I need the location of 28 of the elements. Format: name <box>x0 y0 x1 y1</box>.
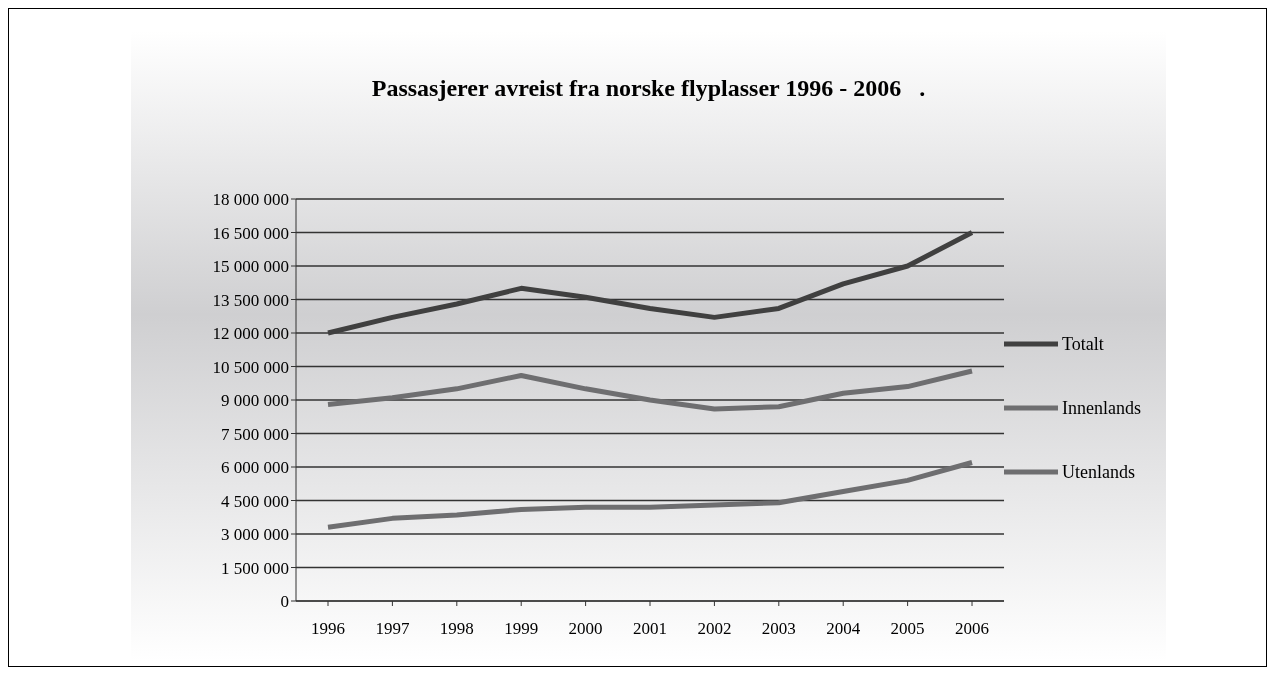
legend-label: Utenlands <box>1062 461 1135 483</box>
y-tick-label: 12 000 000 <box>212 324 289 344</box>
x-tick-label: 1998 <box>439 619 474 639</box>
chart-title: Passasjerer avreist fra norske flyplasser 1996 - 2006 . <box>370 75 927 102</box>
y-tick-label: 6 000 000 <box>221 458 289 478</box>
x-tick-label: 2001 <box>633 619 668 639</box>
x-tick-label: 1996 <box>311 619 345 639</box>
y-tick-label: 7 500 000 <box>221 424 289 444</box>
x-tick-label: 2005 <box>890 619 925 639</box>
y-tick-label: 4 500 000 <box>221 491 289 511</box>
legend-label: Innenlands <box>1062 397 1141 419</box>
y-tick-label: 16 500 000 <box>212 223 289 243</box>
x-tick-label: 2004 <box>826 619 861 639</box>
x-tick-label: 1999 <box>504 619 539 639</box>
y-tick-label: 3 000 000 <box>221 525 289 545</box>
x-tick-label: 1997 <box>375 619 410 639</box>
legend-label: Totalt <box>1062 333 1104 355</box>
y-tick-label: 15 000 000 <box>212 257 289 277</box>
x-tick-label: 2003 <box>761 619 796 639</box>
x-tick-label: 2002 <box>697 619 732 639</box>
y-tick-label: 0 <box>280 592 289 612</box>
y-tick-label: 13 500 000 <box>212 290 289 310</box>
y-tick-label: 18 000 000 <box>212 190 289 210</box>
y-tick-label: 10 500 000 <box>212 357 289 377</box>
y-tick-label: 9 000 000 <box>221 391 289 411</box>
x-tick-label: 2006 <box>955 619 990 639</box>
y-tick-label: 1 500 000 <box>221 558 289 578</box>
x-tick-label: 2000 <box>568 619 603 639</box>
